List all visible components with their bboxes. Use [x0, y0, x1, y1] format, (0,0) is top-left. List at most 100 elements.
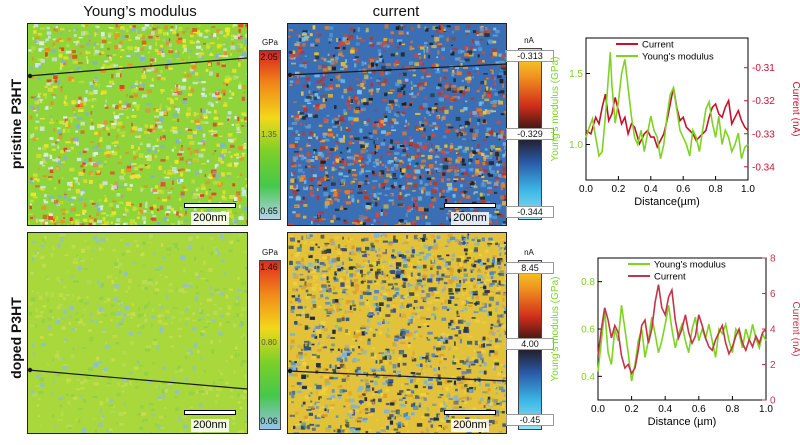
- map-speckle: [246, 220, 247, 223]
- map-speckle: [223, 190, 226, 194]
- map-speckle: [36, 219, 38, 223]
- map-speckle: [33, 255, 38, 258]
- map-speckle: [237, 277, 240, 280]
- map-speckle: [401, 384, 403, 388]
- map-speckle: [61, 327, 66, 330]
- map-speckle: [393, 370, 396, 373]
- map-speckle: [356, 330, 361, 332]
- map-speckle: [57, 306, 59, 310]
- map-speckle: [341, 55, 344, 57]
- map-speckle: [43, 305, 47, 307]
- map-speckle: [503, 221, 506, 224]
- map-speckle: [158, 399, 162, 401]
- map-speckle: [483, 111, 486, 115]
- map-speckle: [356, 42, 360, 45]
- map-speckle: [377, 138, 379, 140]
- map-speckle: [64, 57, 69, 60]
- map-speckle: [35, 315, 39, 318]
- map-speckle: [56, 166, 60, 170]
- map-speckle: [351, 198, 354, 202]
- map-speckle: [400, 342, 405, 344]
- map-speckle: [395, 141, 400, 143]
- map-speckle: [365, 170, 370, 172]
- map-speckle: [179, 27, 183, 31]
- map-speckle: [359, 309, 361, 311]
- map-speckle: [398, 104, 400, 107]
- map-speckle: [202, 247, 204, 251]
- map-speckle: [206, 43, 209, 47]
- map-speckle: [136, 244, 139, 247]
- map-speckle: [427, 178, 432, 181]
- map-speckle: [44, 153, 48, 156]
- map-speckle: [429, 164, 433, 169]
- map-speckle: [157, 197, 160, 200]
- map-speckle: [361, 380, 364, 382]
- map-speckle: [158, 387, 160, 390]
- map-speckle: [185, 28, 189, 30]
- map-speckle: [208, 196, 212, 200]
- map-speckle: [379, 307, 381, 311]
- map-speckle: [320, 376, 323, 379]
- map-speckle: [477, 279, 481, 281]
- map-speckle: [120, 239, 123, 241]
- map-speckle: [30, 325, 35, 328]
- map-speckle: [59, 49, 62, 52]
- map-speckle: [193, 195, 198, 199]
- map-speckle: [342, 95, 344, 98]
- map-speckle: [501, 183, 506, 187]
- map-speckle: [164, 389, 168, 393]
- map-speckle: [330, 265, 333, 268]
- map-speckle: [425, 120, 427, 124]
- map-speckle: [30, 391, 34, 395]
- map-speckle: [431, 189, 436, 193]
- map-speckle: [372, 388, 374, 391]
- map-speckle: [99, 199, 102, 201]
- map-speckle: [411, 247, 414, 249]
- map-speckle: [310, 191, 314, 196]
- map-speckle: [404, 271, 406, 275]
- map-speckle: [206, 314, 209, 316]
- map-speckle: [487, 182, 491, 184]
- map-speckle: [302, 43, 306, 47]
- map-speckle: [68, 199, 73, 201]
- map-speckle: [196, 53, 199, 55]
- map-speckle: [417, 149, 420, 152]
- map-speckle: [370, 37, 373, 40]
- map-speckle: [58, 136, 62, 140]
- map-speckle: [90, 217, 94, 219]
- map-speckle: [467, 322, 471, 326]
- map-speckle: [190, 35, 193, 38]
- map-speckle: [424, 208, 429, 211]
- map-speckle: [71, 147, 74, 150]
- afm-map-modulus-doped: [27, 232, 248, 434]
- map-speckle: [101, 44, 104, 49]
- map-speckle: [446, 190, 449, 193]
- map-speckle: [406, 179, 408, 183]
- map-speckle: [467, 257, 471, 259]
- map-speckle: [352, 169, 356, 171]
- map-speckle: [366, 28, 369, 32]
- map-speckle: [83, 399, 86, 403]
- map-speckle: [505, 151, 506, 154]
- map-speckle: [185, 128, 188, 130]
- map-speckle: [241, 213, 243, 216]
- map-speckle: [328, 38, 332, 41]
- map-speckle: [29, 221, 31, 225]
- map-speckle: [181, 147, 183, 151]
- map-speckle: [426, 318, 431, 320]
- map-speckle: [342, 317, 345, 321]
- map-speckle: [231, 92, 234, 95]
- map-speckle: [112, 142, 115, 144]
- map-speckle: [292, 132, 295, 135]
- map-speckle: [383, 241, 388, 243]
- map-speckle: [381, 66, 385, 69]
- map-speckle: [184, 48, 187, 52]
- map-speckle: [98, 143, 100, 147]
- map-speckle: [335, 299, 339, 303]
- map-speckle: [439, 35, 444, 38]
- map-speckle: [291, 63, 296, 65]
- map-speckle: [411, 95, 416, 98]
- map-speckle: [317, 391, 319, 395]
- map-speckle: [482, 32, 484, 35]
- map-speckle: [152, 78, 154, 82]
